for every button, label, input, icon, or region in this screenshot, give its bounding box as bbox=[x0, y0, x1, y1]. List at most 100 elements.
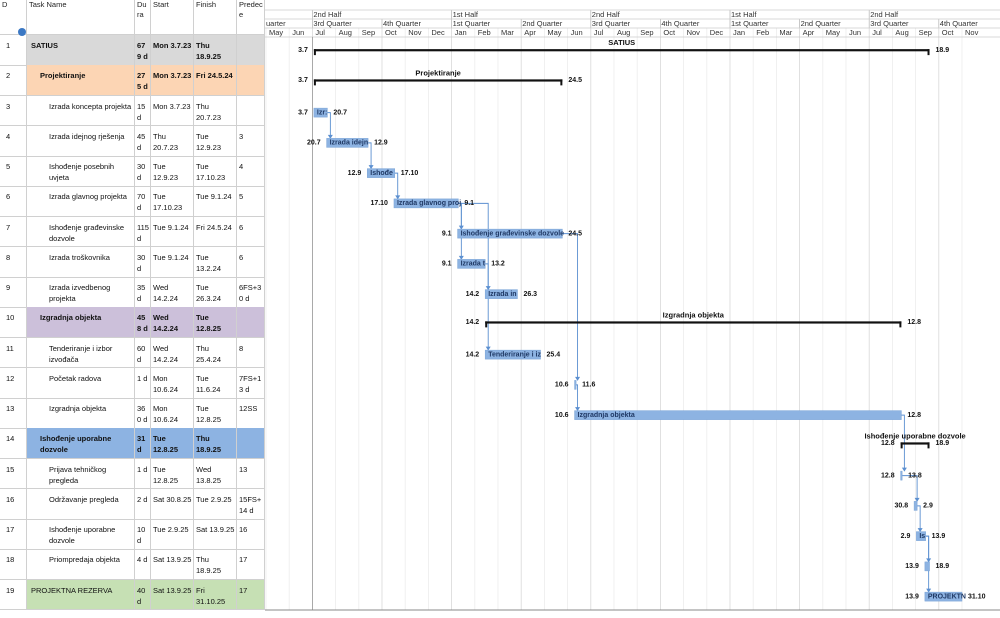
task-cell: Tue 11.6.24 bbox=[194, 367, 237, 399]
start-label: 13.9 bbox=[905, 593, 919, 600]
quarter-label: 3rd Quarter bbox=[313, 19, 352, 28]
task-cell: Izrada troškovnika bbox=[27, 246, 135, 278]
task-cell: Početak radova bbox=[27, 367, 135, 399]
dependency-arrow bbox=[458, 255, 464, 260]
task-cell: 45 d bbox=[135, 125, 151, 157]
task-cell: PROJEKTNA REZERVA bbox=[27, 579, 135, 611]
finish-label: 18.9 bbox=[936, 47, 950, 54]
half-label: 2nd Half bbox=[592, 10, 621, 19]
task-cell: Wed 14.2.24 bbox=[151, 337, 194, 369]
task-bar-label: PROJEKTN bbox=[928, 593, 966, 600]
task-cell: 60 d bbox=[135, 337, 151, 369]
finish-label: 31.10 bbox=[968, 593, 986, 600]
row-id: 6 bbox=[0, 186, 27, 217]
month-label: May bbox=[826, 28, 840, 37]
task-cell: 679 d bbox=[135, 35, 151, 66]
task-cell: 12SS bbox=[237, 398, 265, 429]
dependency-line bbox=[562, 233, 579, 380]
dependency-line bbox=[368, 142, 372, 169]
row-id: 11 bbox=[0, 337, 27, 369]
start-label: 20.7 bbox=[307, 140, 321, 147]
task-cell: 31 d bbox=[135, 428, 151, 459]
summary-label: SATIUS bbox=[608, 38, 635, 47]
row-id: 4 bbox=[0, 125, 27, 157]
task-cell: Fri 24.5.24 bbox=[194, 65, 237, 96]
task-cell: Izrada idejnog rješenja bbox=[27, 125, 135, 157]
task-cell: Fri 24.5.24 bbox=[194, 216, 237, 248]
task-cell: Fri 31.10.25 bbox=[194, 579, 237, 611]
finish-label: 26.3 bbox=[523, 291, 537, 298]
task-cell: 70 d bbox=[135, 186, 151, 217]
task-cell: 6 bbox=[237, 246, 265, 278]
task-cell bbox=[237, 95, 265, 127]
column-header: D bbox=[0, 0, 27, 35]
summary-bar bbox=[313, 49, 930, 52]
row-id: 17 bbox=[0, 519, 27, 550]
task-cell: Tue 12.8.25 bbox=[151, 458, 194, 490]
half-label: 2nd Half bbox=[313, 10, 342, 19]
dependency-arrow bbox=[926, 588, 932, 593]
task-cell: 4 bbox=[237, 156, 265, 187]
dependency-line bbox=[902, 475, 918, 501]
dependency-line bbox=[901, 414, 905, 471]
quarter-label: 1st Quarter bbox=[731, 19, 769, 28]
task-cell: Projektiranje bbox=[27, 65, 135, 96]
dependency-arrow bbox=[575, 407, 581, 412]
task-cell: 40 d bbox=[135, 579, 151, 611]
task-bar-label: Izrada t bbox=[461, 261, 486, 268]
dependency-arrow bbox=[901, 467, 907, 472]
task-bar bbox=[574, 410, 902, 420]
task-cell: Mon 10.6.24 bbox=[151, 367, 194, 399]
summary-end bbox=[927, 442, 930, 449]
task-cell: 16 bbox=[237, 519, 265, 550]
month-label: Jul bbox=[594, 28, 604, 37]
task-bar-label: Izr: bbox=[317, 109, 328, 116]
dependency-arrow bbox=[485, 346, 491, 351]
month-label: Sep bbox=[362, 28, 375, 37]
task-cell: Sat 13.9.25 bbox=[151, 549, 194, 580]
task-cell: 17 bbox=[237, 579, 265, 611]
task-cell: 30 d bbox=[135, 246, 151, 278]
task-cell: Sat 13.9.25 bbox=[194, 519, 237, 550]
finish-label: 18.9 bbox=[936, 563, 950, 570]
task-cell: Mon 10.6.24 bbox=[151, 398, 194, 429]
start-label: 9.1 bbox=[442, 230, 452, 237]
month-label: Jan bbox=[455, 28, 467, 37]
summary-bar bbox=[900, 442, 930, 445]
start-label: 13.9 bbox=[905, 563, 919, 570]
task-cell: 1 d bbox=[135, 367, 151, 399]
quarter-label: 3rd Quarter bbox=[870, 19, 909, 28]
dependency-arrow bbox=[575, 376, 581, 381]
task-cell: Mon 3.7.23 bbox=[151, 35, 194, 66]
column-header: Predece bbox=[237, 0, 265, 35]
month-label: Aug bbox=[895, 28, 908, 37]
row-id: 16 bbox=[0, 488, 27, 520]
month-label: Nov bbox=[687, 28, 701, 37]
task-cell: Tue 12.8.25 bbox=[151, 428, 194, 459]
summary-end bbox=[313, 79, 316, 86]
task-bar bbox=[574, 380, 577, 390]
finish-label: 17.10 bbox=[401, 170, 419, 177]
row-id: 15 bbox=[0, 458, 27, 490]
dependency-line bbox=[458, 202, 489, 290]
summary-label: Projektiranje bbox=[415, 68, 460, 77]
dependency-line bbox=[394, 172, 399, 199]
start-label: 10.6 bbox=[555, 382, 569, 389]
month-label: Apr bbox=[524, 28, 536, 37]
quarter-label: 3rd Quarter bbox=[592, 19, 631, 28]
start-label: 9.1 bbox=[442, 261, 452, 268]
row-id: 1 bbox=[0, 35, 27, 66]
start-label: 14.2 bbox=[466, 351, 480, 358]
task-bar-label: Izrada glavnog proj bbox=[397, 200, 461, 207]
task-bar bbox=[313, 107, 328, 118]
month-label: Sep bbox=[640, 28, 653, 37]
month-label: May bbox=[547, 28, 561, 37]
task-cell bbox=[237, 35, 265, 66]
task-cell: Sat 30.8.25 bbox=[151, 488, 194, 520]
month-label: Jul bbox=[872, 28, 882, 37]
start-label: 3.7 bbox=[298, 109, 308, 116]
column-header: Start bbox=[151, 0, 194, 35]
task-bar-label: Is bbox=[919, 533, 925, 540]
dependency-line bbox=[485, 263, 489, 350]
